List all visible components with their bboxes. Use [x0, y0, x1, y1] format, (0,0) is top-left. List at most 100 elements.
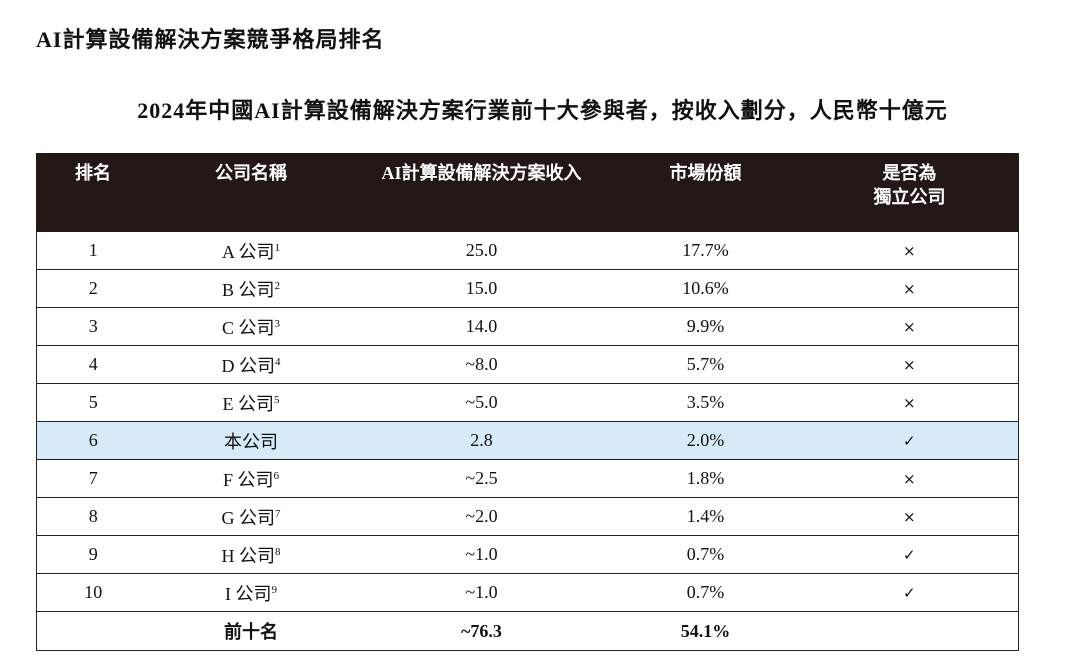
company-cell-text: C 公司 [221, 317, 275, 338]
revenue-cell: ~5.0 [352, 383, 611, 422]
revenue-cell: ~1.0 [352, 573, 611, 612]
revenue-cell: 14.0 [352, 307, 611, 346]
rank-cell: 7 [36, 459, 150, 498]
revenue-cell-text: 25.0 [465, 240, 498, 260]
rank-cell-text: 9 [88, 544, 98, 564]
table-row: 8 G 公司7 ~2.0 1.4% × [36, 497, 1019, 536]
rank-cell: 5 [36, 383, 150, 422]
company-cell-text: H 公司 [221, 545, 276, 566]
header-company: 公司名稱 [149, 153, 353, 232]
total-revenue: ~76.3 [352, 611, 611, 651]
share-cell-text: 5.7% [686, 354, 725, 374]
rank-cell: 3 [36, 307, 150, 346]
share-cell: 3.5% [610, 383, 801, 422]
independent-cell: ✓ [800, 573, 1019, 612]
revenue-cell-text: ~8.0 [465, 354, 498, 374]
check-icon: ✓ [902, 546, 916, 564]
independent-cell: × [800, 345, 1019, 384]
cross-icon: × [902, 242, 916, 260]
revenue-cell: ~1.0 [352, 535, 611, 574]
revenue-cell-text: 15.0 [465, 278, 498, 298]
cross-icon: × [902, 394, 916, 412]
rank-cell: 10 [36, 573, 150, 612]
table-row: 7 F 公司6 ~2.5 1.8% × [36, 459, 1019, 498]
rank-cell: 8 [36, 497, 150, 536]
table-title: 2024年中國AI計算設備解決方案行業前十大參與者，按收入劃分，人民幣十億元 [137, 98, 948, 123]
footnote-marker: 2 [274, 279, 281, 292]
footnote-marker: 9 [271, 583, 278, 596]
rank-cell-text: 5 [88, 392, 98, 412]
rank-cell: 1 [36, 232, 150, 270]
revenue-cell-text: ~1.0 [465, 582, 498, 602]
revenue-cell-text: ~5.0 [465, 392, 498, 412]
share-cell: 1.4% [610, 497, 801, 536]
revenue-cell-text: ~1.0 [465, 544, 498, 564]
share-cell: 17.7% [610, 232, 801, 270]
page-heading: AI計算設備解決方案競爭格局排名 [36, 27, 385, 52]
share-cell-text: 10.6% [682, 278, 729, 298]
company-cell-text: G 公司 [221, 507, 276, 528]
header-share: 市場份額 [610, 153, 801, 232]
table-row: 10 I 公司9 ~1.0 0.7% ✓ [36, 573, 1019, 612]
rank-cell-text: 3 [88, 316, 98, 336]
company-cell: A 公司1 [149, 232, 353, 270]
independent-cell: × [800, 497, 1019, 536]
share-cell-text: 0.7% [686, 582, 725, 602]
rank-cell-text: 7 [88, 468, 98, 488]
table-row: 6 本公司 2.8 2.0% ✓ [36, 421, 1019, 460]
independent-cell: × [800, 269, 1019, 308]
cross-icon: × [902, 356, 916, 374]
share-cell: 10.6% [610, 269, 801, 308]
footnote-marker: 3 [274, 317, 281, 330]
company-cell: D 公司4 [149, 345, 353, 384]
header-revenue: AI計算設備解決方案收入 [352, 153, 611, 232]
revenue-cell: ~8.0 [352, 345, 611, 384]
company-cell-text: I 公司 [225, 583, 272, 604]
company-cell: H 公司8 [149, 535, 353, 574]
company-cell-text: E 公司 [222, 393, 275, 414]
company-cell: I 公司9 [149, 573, 353, 612]
company-cell: E 公司5 [149, 383, 353, 422]
footnote-marker: 4 [275, 355, 281, 368]
share-cell-text: 1.4% [686, 506, 725, 526]
independent-cell: ✓ [800, 421, 1019, 460]
share-cell: 9.9% [610, 307, 801, 346]
footnote-marker: 1 [274, 241, 281, 254]
share-cell-text: 0.7% [686, 544, 725, 564]
independent-cell: × [800, 307, 1019, 346]
company-cell: C 公司3 [149, 307, 353, 346]
revenue-cell: 25.0 [352, 232, 611, 270]
footnote-marker: 6 [273, 469, 280, 482]
share-cell-text: 2.0% [686, 430, 725, 450]
revenue-cell: ~2.5 [352, 459, 611, 498]
company-cell: F 公司6 [149, 459, 353, 498]
share-cell: 2.0% [610, 421, 801, 460]
independent-cell: × [800, 232, 1019, 270]
revenue-cell: ~2.0 [352, 497, 611, 536]
revenue-cell-text: 2.8 [470, 430, 493, 450]
cross-icon: × [902, 318, 916, 336]
independent-cell: ✓ [800, 535, 1019, 574]
rank-cell: 6 [36, 421, 150, 460]
rank-cell: 2 [36, 269, 150, 308]
revenue-cell-text: 14.0 [465, 316, 498, 336]
share-cell: 0.7% [610, 573, 801, 612]
cross-icon: × [902, 470, 916, 488]
total-row: 前十名 ~76.3 54.1% [36, 611, 1019, 651]
rank-cell-text: 1 [88, 240, 98, 260]
company-cell: G 公司7 [149, 497, 353, 536]
cross-icon: × [902, 508, 916, 526]
share-cell-text: 9.9% [686, 316, 725, 336]
rank-cell-text: 8 [88, 506, 98, 526]
share-cell-text: 17.7% [682, 240, 729, 260]
revenue-cell-text: ~2.0 [465, 506, 498, 526]
revenue-cell: 15.0 [352, 269, 611, 308]
table-row: 9 H 公司8 ~1.0 0.7% ✓ [36, 535, 1019, 574]
company-cell-text: B 公司 [221, 279, 275, 300]
share-cell-text: 3.5% [686, 392, 725, 412]
company-cell-text: A 公司 [221, 241, 275, 262]
